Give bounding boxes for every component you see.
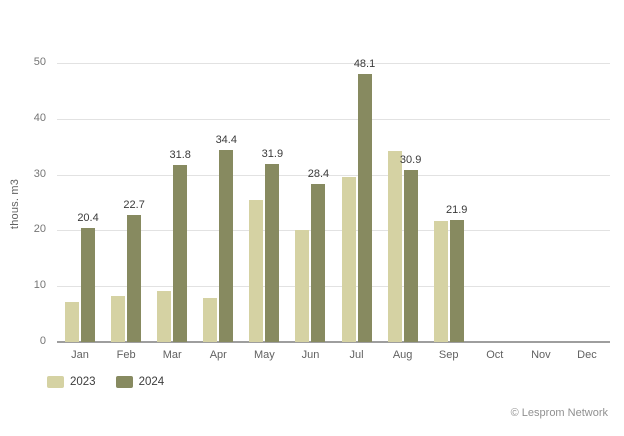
x-label-Sep: Sep <box>438 349 459 361</box>
x-label-Feb: Feb <box>116 349 136 361</box>
bar-2023-Jan <box>65 301 80 342</box>
x-label-Mar: Mar <box>162 349 182 361</box>
chart-legend: 2023 2024 <box>47 376 184 388</box>
bar-2024-Jan <box>81 228 96 342</box>
gridline-40 <box>57 118 610 120</box>
x-label-Jan: Jan <box>71 349 89 361</box>
value-label-Aug: 30.9 <box>399 153 422 166</box>
value-label-Feb: 22.7 <box>123 199 145 212</box>
bar-2024-May <box>265 164 280 342</box>
gridline-20 <box>57 230 610 232</box>
bar-2024-Aug <box>403 169 418 342</box>
bar-2024-Sep <box>449 219 464 342</box>
value-label-Sep: 21.9 <box>445 203 468 216</box>
value-label-Jun: 28.4 <box>307 167 330 180</box>
legend-label-2024: 2024 <box>138 376 165 388</box>
bar-2023-Jul <box>341 177 356 342</box>
x-label-Apr: Apr <box>209 349 227 361</box>
plot-area: 20.4 22.7 31.8 34.4 31.9 28.4 48.1 30.9 21.9 <box>57 58 610 343</box>
value-label-Jul: 48.1 <box>353 57 376 70</box>
legend-swatch-2023 <box>47 376 64 388</box>
bar-2023-Aug <box>387 150 402 342</box>
x-label-Dec: Dec <box>577 349 597 361</box>
x-label-Jul: Jul <box>349 349 364 361</box>
y-tick-40: 40 <box>33 111 46 124</box>
y-tick-20: 20 <box>33 223 46 236</box>
gridline-30 <box>57 174 610 176</box>
bar-2024-Mar <box>173 164 188 342</box>
value-label-Apr: 34.4 <box>215 134 237 147</box>
x-label-May: May <box>253 349 275 361</box>
y-tick-10: 10 <box>33 279 46 292</box>
legend-label-2023: 2023 <box>70 376 96 388</box>
bar-2024-Apr <box>219 150 234 342</box>
x-axis-line <box>57 341 610 343</box>
x-label-Nov: Nov <box>531 349 551 361</box>
copyright-text: © Lesprom Network <box>510 407 608 419</box>
bar-2023-Feb <box>111 295 126 342</box>
value-label-May: 31.9 <box>261 147 284 160</box>
bar-2023-Apr <box>203 297 218 342</box>
value-label-Jan: 20.4 <box>77 212 99 225</box>
x-label-Oct: Oct <box>486 349 504 361</box>
x-label-Jun: Jun <box>301 349 320 361</box>
y-tick-0: 0 <box>39 335 46 347</box>
y-tick-30: 30 <box>33 167 46 180</box>
bar-2023-Sep <box>433 220 448 342</box>
y-tick-50: 50 <box>33 56 46 68</box>
x-label-Aug: Aug <box>392 349 413 361</box>
gridline-10 <box>57 286 610 288</box>
bar-2024-Jul <box>357 73 372 342</box>
bar-2024-Jun <box>311 183 326 342</box>
bar-2023-Jun <box>295 230 310 342</box>
bar-2023-May <box>249 200 264 342</box>
bar-2024-Feb <box>127 215 142 342</box>
legend-swatch-2024 <box>115 376 133 388</box>
bar-2023-Mar <box>157 290 172 342</box>
gridline-50 <box>57 63 610 64</box>
value-label-Mar: 31.8 <box>169 148 191 161</box>
